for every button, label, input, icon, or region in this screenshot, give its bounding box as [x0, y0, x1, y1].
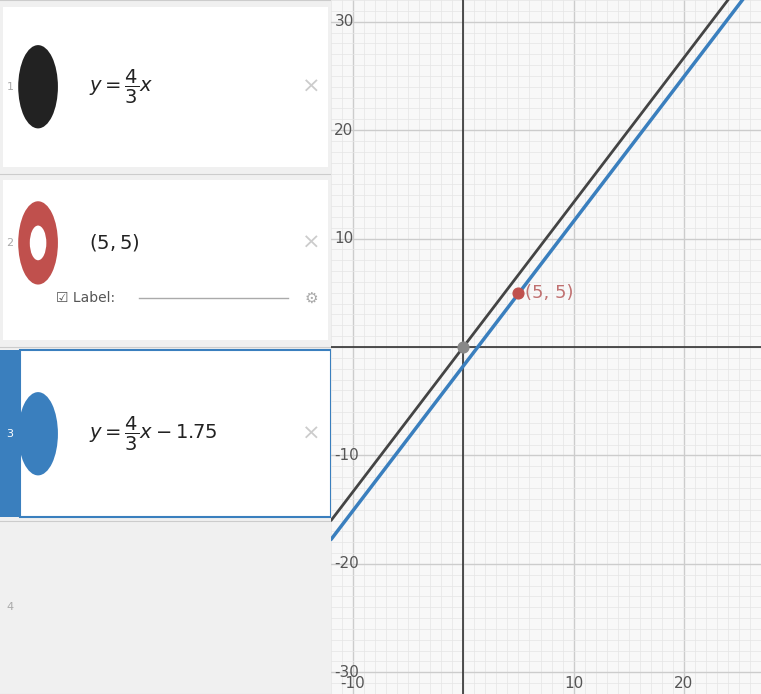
- Text: $(5,5)$: $(5,5)$: [89, 232, 140, 253]
- Text: $y = \dfrac{4}{3}x - 1.75$: $y = \dfrac{4}{3}x - 1.75$: [89, 415, 218, 452]
- Text: 20: 20: [674, 676, 693, 691]
- Text: 4: 4: [7, 602, 14, 612]
- Circle shape: [18, 45, 58, 128]
- Text: ×: ×: [302, 233, 320, 253]
- Circle shape: [30, 226, 46, 260]
- Point: [512, 287, 524, 298]
- Circle shape: [18, 392, 58, 475]
- Point: [457, 341, 470, 353]
- Text: ☑ Label:: ☑ Label:: [56, 291, 116, 305]
- Text: ⚙: ⚙: [304, 291, 318, 306]
- FancyBboxPatch shape: [0, 350, 20, 517]
- Text: (5, 5): (5, 5): [525, 284, 574, 302]
- Text: 20: 20: [334, 123, 354, 137]
- FancyBboxPatch shape: [3, 180, 328, 340]
- Text: 10: 10: [564, 676, 583, 691]
- Text: $y = \dfrac{4}{3}x$: $y = \dfrac{4}{3}x$: [89, 68, 154, 105]
- Text: 3: 3: [7, 429, 14, 439]
- FancyBboxPatch shape: [3, 7, 328, 167]
- Text: 30: 30: [334, 14, 354, 29]
- Text: ×: ×: [302, 424, 320, 443]
- Text: ×: ×: [302, 77, 320, 96]
- Circle shape: [18, 201, 58, 285]
- Text: -20: -20: [334, 557, 359, 571]
- Text: 2: 2: [7, 238, 14, 248]
- Text: -10: -10: [334, 448, 359, 463]
- Text: 10: 10: [334, 231, 354, 246]
- Text: -10: -10: [341, 676, 365, 691]
- Text: 1: 1: [7, 82, 14, 92]
- Text: -30: -30: [334, 665, 359, 680]
- FancyBboxPatch shape: [20, 350, 331, 517]
